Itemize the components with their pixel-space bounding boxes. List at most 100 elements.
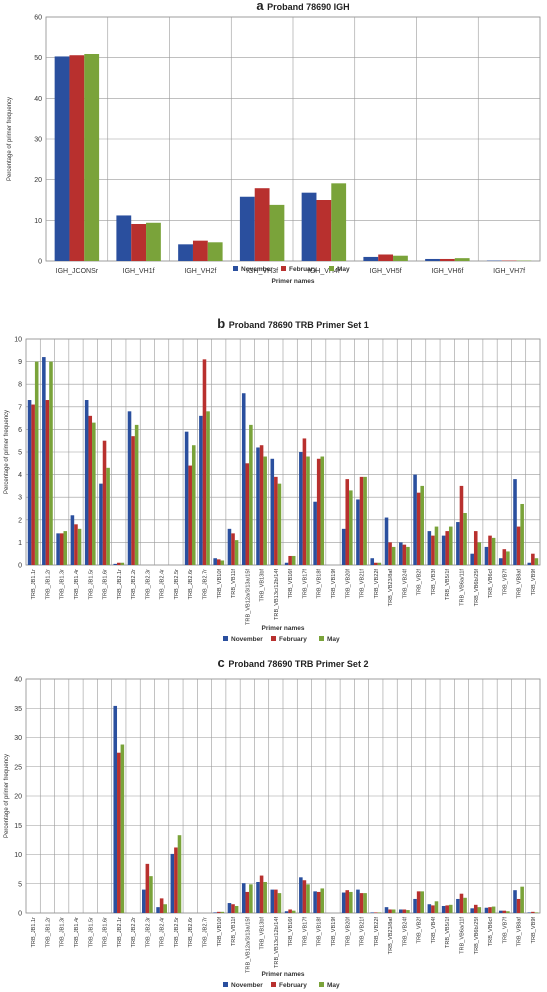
- bar-november: [413, 898, 417, 913]
- bar-may: [220, 911, 225, 913]
- y-tick-label: 1: [18, 540, 22, 547]
- bar-may: [393, 255, 408, 261]
- legend-label-february: February: [289, 266, 317, 273]
- legend: November February May: [223, 636, 340, 643]
- bar-november: [70, 515, 75, 565]
- x-tick-label: TRB_VB23/8af: [388, 569, 394, 607]
- legend-label-february: February: [279, 636, 307, 643]
- y-axis-label: Percentage of primer frequency: [7, 97, 13, 181]
- bar-february: [145, 863, 150, 913]
- bar-may: [454, 258, 470, 261]
- bar-february: [259, 875, 264, 913]
- bar-february: [192, 240, 208, 261]
- bar-may: [463, 513, 467, 565]
- bar-november: [42, 357, 46, 565]
- bar-november: [484, 546, 489, 565]
- y-tick-label: 30: [14, 735, 22, 742]
- x-tick-label: IGH_VH3f: [246, 268, 278, 275]
- bar-february: [459, 485, 464, 565]
- bar-may: [306, 884, 310, 913]
- bar-may: [77, 528, 82, 565]
- legend-swatch-may: [329, 266, 334, 271]
- bar-february: [231, 533, 235, 565]
- bar-may: [377, 912, 382, 913]
- bar-november: [498, 910, 503, 913]
- bar-november: [227, 903, 232, 913]
- bar-may: [291, 555, 296, 565]
- bar-february: [359, 893, 364, 913]
- bar-february: [388, 909, 392, 913]
- bar-february: [202, 359, 207, 565]
- bar-may: [434, 901, 439, 913]
- bar-february: [259, 445, 264, 565]
- bar-may: [506, 551, 510, 565]
- y-tick-label: 30: [34, 137, 42, 144]
- bar-february: [402, 544, 407, 565]
- bar-may: [120, 744, 125, 913]
- bar-february: [473, 904, 478, 913]
- bar-february: [131, 223, 147, 261]
- bar-may: [206, 411, 210, 565]
- x-tick-label: TRB_VB12a/3/13a/15f: [245, 569, 251, 625]
- x-tick-label: TRB_VB5/1f: [445, 917, 451, 949]
- bar-may: [391, 909, 396, 913]
- bar-may: [234, 905, 239, 913]
- chart-panel-b: b Proband 78690 TRB Primer Set 1 0 1 2 3 4 5 6 7…: [4, 316, 541, 643]
- bar-november: [284, 562, 289, 565]
- legend-label-november: November: [231, 982, 263, 989]
- x-tick-label: TRB_JB1.5r: [88, 569, 94, 600]
- bar-february: [445, 531, 449, 565]
- y-tick-label: 9: [18, 359, 22, 366]
- bar-february: [531, 911, 535, 913]
- legend-label-february: February: [279, 982, 307, 989]
- bar-may: [277, 893, 282, 913]
- chart-panel-a: a Proband 78690 IGH 0 10 20 30 40 50 60 IGH_JCON…: [7, 0, 541, 285]
- bar-november: [301, 192, 317, 261]
- bar-november: [470, 553, 474, 565]
- x-tick-label: TRB_VB10f: [217, 569, 223, 599]
- bar-november: [270, 889, 275, 913]
- bar-november: [199, 415, 203, 565]
- bar-february: [216, 911, 221, 913]
- y-tick-label: 6: [18, 427, 22, 434]
- bar-november: [356, 499, 360, 565]
- bar-february: [345, 890, 350, 913]
- bar-november: [413, 474, 417, 565]
- x-tick-label: TRB_JB1.3r: [60, 917, 66, 948]
- y-tick-label: 20: [14, 794, 22, 801]
- bar-february: [431, 905, 435, 913]
- bar-may: [249, 884, 253, 913]
- bar-february: [416, 891, 421, 913]
- bar-february: [316, 458, 321, 565]
- legend-label-november: November: [241, 266, 273, 273]
- bar-february: [69, 55, 85, 261]
- x-tick-label: TRB_JB1.1r: [31, 917, 37, 948]
- bar-november: [241, 883, 246, 913]
- bar-november: [56, 533, 60, 565]
- bar-february: [488, 535, 492, 565]
- bar-february: [345, 479, 350, 565]
- y-tick-label: 50: [34, 55, 42, 62]
- x-tick-label: TRB_VB19f: [331, 917, 337, 947]
- bar-february: [402, 909, 407, 913]
- bar-november: [341, 528, 346, 565]
- chart-panel-c: c Proband 78690 TRB Primer Set 2 0 5 10 15 20…: [4, 655, 541, 989]
- x-tick-label: TRB_VB3f: [431, 569, 437, 596]
- legend-swatch-february: [271, 982, 276, 987]
- bar-february: [416, 492, 421, 565]
- x-tick-label: TRB_VB12a/3/13a/15f: [245, 917, 251, 973]
- x-tick-label: TRB_VB21f: [360, 917, 366, 947]
- bar-november: [370, 912, 375, 913]
- bar-february: [174, 847, 178, 913]
- panel-letter: a: [256, 0, 267, 13]
- x-tick-label: TRB_VB18f: [317, 569, 323, 599]
- bar-may: [477, 907, 482, 913]
- legend-label-may: May: [327, 636, 340, 643]
- x-tick-label: TRB_VB11f: [231, 917, 237, 947]
- bar-february: [302, 880, 307, 913]
- x-tick-label: IGH_VH5f: [370, 268, 402, 275]
- x-tick-label: TRB_JB2.2r: [131, 917, 137, 948]
- bar-may: [363, 893, 367, 913]
- x-tick-label: TRB_JB2.5r: [174, 917, 180, 948]
- bar-may: [506, 911, 510, 913]
